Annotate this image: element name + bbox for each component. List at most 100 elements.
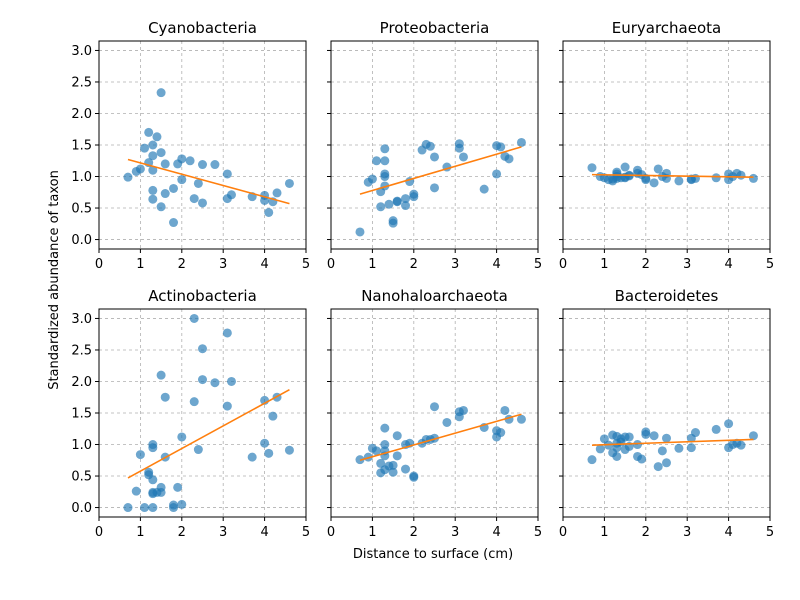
- data-point: [140, 503, 150, 513]
- data-point: [160, 159, 170, 169]
- data-point: [496, 142, 506, 152]
- data-point: [193, 178, 203, 188]
- data-point: [653, 164, 663, 174]
- data-point: [198, 198, 207, 208]
- x-tick-label: 4: [724, 525, 732, 540]
- data-point: [210, 160, 220, 170]
- data-point: [633, 440, 643, 450]
- x-tick-label: 3: [683, 525, 691, 540]
- data-point: [388, 467, 398, 477]
- data-point: [380, 172, 390, 182]
- data-point: [736, 170, 746, 180]
- data-point: [367, 174, 377, 184]
- x-tick-label: 1: [136, 257, 144, 272]
- x-tick-label: 5: [766, 525, 774, 540]
- x-tick-label: 0: [327, 257, 335, 272]
- data-point: [169, 183, 179, 193]
- subplot-nanohaloarchaeota: 0 1 2 3 4 5 Nanohaloarchaeota: [327, 287, 542, 540]
- data-point: [376, 202, 386, 212]
- data-point: [711, 173, 721, 183]
- data-point: [160, 189, 170, 199]
- x-tick-label: 4: [260, 257, 268, 272]
- data-point: [156, 148, 166, 158]
- data-point: [355, 227, 365, 237]
- data-point: [662, 433, 671, 443]
- fit-line: [127, 158, 290, 205]
- x-tick-label: 4: [492, 525, 500, 540]
- data-point: [380, 144, 390, 154]
- subplot-bacteroidetes: 0 1 2 3 4 5 Bacteroidetes: [559, 287, 774, 540]
- data-point: [173, 482, 183, 492]
- data-point: [620, 162, 630, 172]
- y-tick-label: 0.5: [71, 202, 92, 217]
- data-point: [226, 376, 236, 386]
- subplot-title: Euryarchaeota: [612, 19, 721, 37]
- data-point: [442, 417, 452, 427]
- data-point: [148, 503, 158, 513]
- data-point: [458, 152, 468, 162]
- data-point: [193, 445, 203, 455]
- data-point: [247, 452, 257, 462]
- x-tick-label: 0: [95, 525, 103, 540]
- x-tick-label: 1: [600, 257, 608, 272]
- data-point: [222, 169, 232, 179]
- data-point: [690, 173, 700, 183]
- data-point: [384, 199, 394, 209]
- data-point: [674, 176, 684, 186]
- data-point: [409, 471, 419, 481]
- y-tick-label: 1.5: [71, 407, 92, 422]
- data-point: [135, 164, 145, 174]
- data-point: [189, 313, 199, 323]
- data-point: [152, 132, 162, 142]
- data-point: [372, 156, 382, 166]
- x-tick-label: 3: [219, 257, 227, 272]
- x-tick-label: 5: [302, 257, 310, 272]
- data-point: [123, 503, 133, 513]
- data-point: [177, 154, 187, 164]
- data-point: [587, 163, 597, 173]
- data-point: [641, 429, 651, 439]
- x-tick-label: 1: [600, 525, 608, 540]
- y-tick-label: 3.0: [71, 44, 92, 59]
- data-point: [268, 411, 278, 421]
- x-tick-label: 2: [178, 525, 186, 540]
- data-point: [169, 218, 179, 228]
- data-point: [160, 392, 170, 402]
- data-point: [458, 405, 468, 415]
- x-tick-label: 2: [642, 257, 650, 272]
- x-tick-label: 0: [95, 257, 103, 272]
- subplot-actinobacteria: 0 1 2 3 4 5 0.0 0.5 1.0 1.5 2.0 2.5 3.0 Actinobacteri…: [71, 287, 310, 540]
- data-point: [392, 451, 402, 461]
- x-tick-label: 3: [451, 257, 459, 272]
- data-point: [148, 475, 158, 485]
- y-tick-label: 3.0: [71, 312, 92, 327]
- x-tick-label: 1: [368, 257, 376, 272]
- data-point: [189, 397, 199, 407]
- x-tick-label: 1: [136, 525, 144, 540]
- data-point: [425, 141, 435, 151]
- data-point: [156, 202, 166, 212]
- x-tick-label: 4: [492, 257, 500, 272]
- data-point: [401, 201, 411, 211]
- fit-line: [591, 173, 754, 178]
- fit-line: [359, 413, 522, 462]
- data-point: [198, 344, 207, 354]
- data-point: [711, 424, 721, 434]
- data-point: [156, 487, 166, 497]
- data-point: [637, 454, 647, 464]
- data-point: [500, 405, 510, 415]
- x-tick-label: 4: [724, 257, 732, 272]
- data-point: [148, 440, 158, 450]
- x-tick-label: 2: [410, 525, 418, 540]
- data-point: [185, 156, 195, 166]
- data-point: [674, 443, 684, 453]
- data-point: [156, 370, 166, 380]
- data-point: [260, 438, 270, 448]
- data-point: [392, 196, 402, 206]
- data-point: [148, 140, 158, 150]
- subplot-proteobacteria: 0 1 2 3 4 5 Proteobacteria: [327, 19, 542, 272]
- x-tick-label: 0: [327, 525, 335, 540]
- data-point: [401, 194, 411, 204]
- y-tick-label: 1.5: [71, 139, 92, 154]
